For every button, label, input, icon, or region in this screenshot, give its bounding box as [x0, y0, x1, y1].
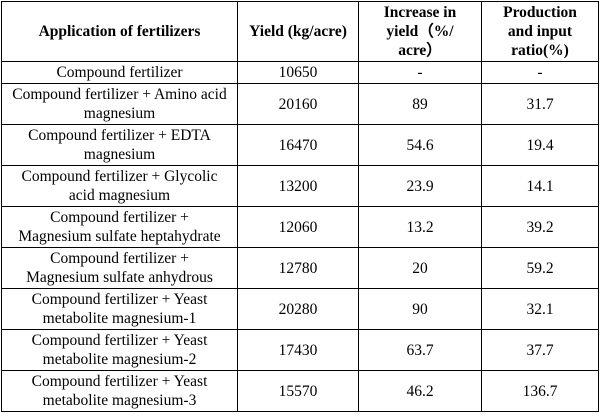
value-cell: 13200	[237, 165, 359, 207]
table-row: Compound fertilizer + EDTA magnesium 1647…	[1, 124, 599, 166]
treatment-cell: Compound fertilizer + Yeast metabolite m…	[1, 370, 238, 412]
value-cell: 89	[358, 83, 482, 125]
value-cell: 12060	[237, 206, 359, 248]
table-row: Compound fertilizer + Glycolic acid magn…	[1, 165, 599, 207]
value-cell: 20280	[237, 288, 359, 330]
value-cell: 14.1	[481, 165, 599, 207]
value-cell: 32.1	[481, 288, 599, 330]
table-body: Compound fertilizer 10650- - Compound ferti…	[1, 61, 599, 412]
value-cell: 39.2	[481, 206, 599, 248]
table-row: Compound fertilizer + Yeast metabolite m…	[1, 329, 599, 371]
treatment-cell: Compound fertilizer + Glycolic acid magn…	[1, 165, 238, 207]
treatment-cell: Compound fertilizer + EDTA magnesium	[1, 124, 238, 166]
value-cell: 136.7	[481, 370, 599, 412]
value-cell: 13.2	[358, 206, 482, 248]
header-row: Application of fertilizers Yield (kg/acre…	[1, 1, 599, 62]
value-cell: -	[481, 61, 599, 84]
treatment-cell: Compound fertilizer + Magnesium sulfate …	[1, 206, 238, 248]
treatment-cell: Compound fertilizer	[1, 61, 238, 84]
value-cell: 17430	[237, 329, 359, 371]
value-cell: 31.7	[481, 83, 599, 125]
value-cell: 12780	[237, 247, 359, 289]
value-cell: 19.4	[481, 124, 599, 166]
value-cell: 10650	[237, 61, 359, 84]
table-row: Compound fertilizer + Yeast metabolite m…	[1, 370, 599, 412]
value-cell: -	[358, 61, 482, 84]
value-cell: 59.2	[481, 247, 599, 289]
header-cell: Yield (kg/acre)	[237, 1, 359, 62]
value-cell: 54.6	[358, 124, 482, 166]
value-cell: 20	[358, 247, 482, 289]
value-cell: 63.7	[358, 329, 482, 371]
treatment-cell: Compound fertilizer + Magnesium sulfate …	[1, 247, 238, 289]
value-cell: 23.9	[358, 165, 482, 207]
value-cell: 46.2	[358, 370, 482, 412]
value-cell: 90	[358, 288, 482, 330]
treatment-cell: Compound fertilizer + Yeast metabolite m…	[1, 329, 238, 371]
header-cell: Increase in yield（%/ acre）	[358, 1, 482, 62]
header-cell: Production and input ratio(%)	[481, 1, 599, 62]
table-row: Compound fertilizer + Amino acid magnesi…	[1, 83, 599, 125]
table-row: Compound fertilizer 10650- -	[1, 61, 599, 84]
value-cell: 16470	[237, 124, 359, 166]
value-cell: 20160	[237, 83, 359, 125]
header-cell: Application of fertilizers	[1, 1, 238, 62]
treatment-cell: Compound fertilizer + Yeast metabolite m…	[1, 288, 238, 330]
value-cell: 37.7	[481, 329, 599, 371]
table-row: Compound fertilizer + Magnesium sulfate …	[1, 247, 599, 289]
treatment-cell: Compound fertilizer + Amino acid magnesi…	[1, 83, 238, 125]
value-cell: 15570	[237, 370, 359, 412]
table-row: Compound fertilizer + Yeast metabolite m…	[1, 288, 599, 330]
table-row: Compound fertilizer + Magnesium sulfate …	[1, 206, 599, 248]
